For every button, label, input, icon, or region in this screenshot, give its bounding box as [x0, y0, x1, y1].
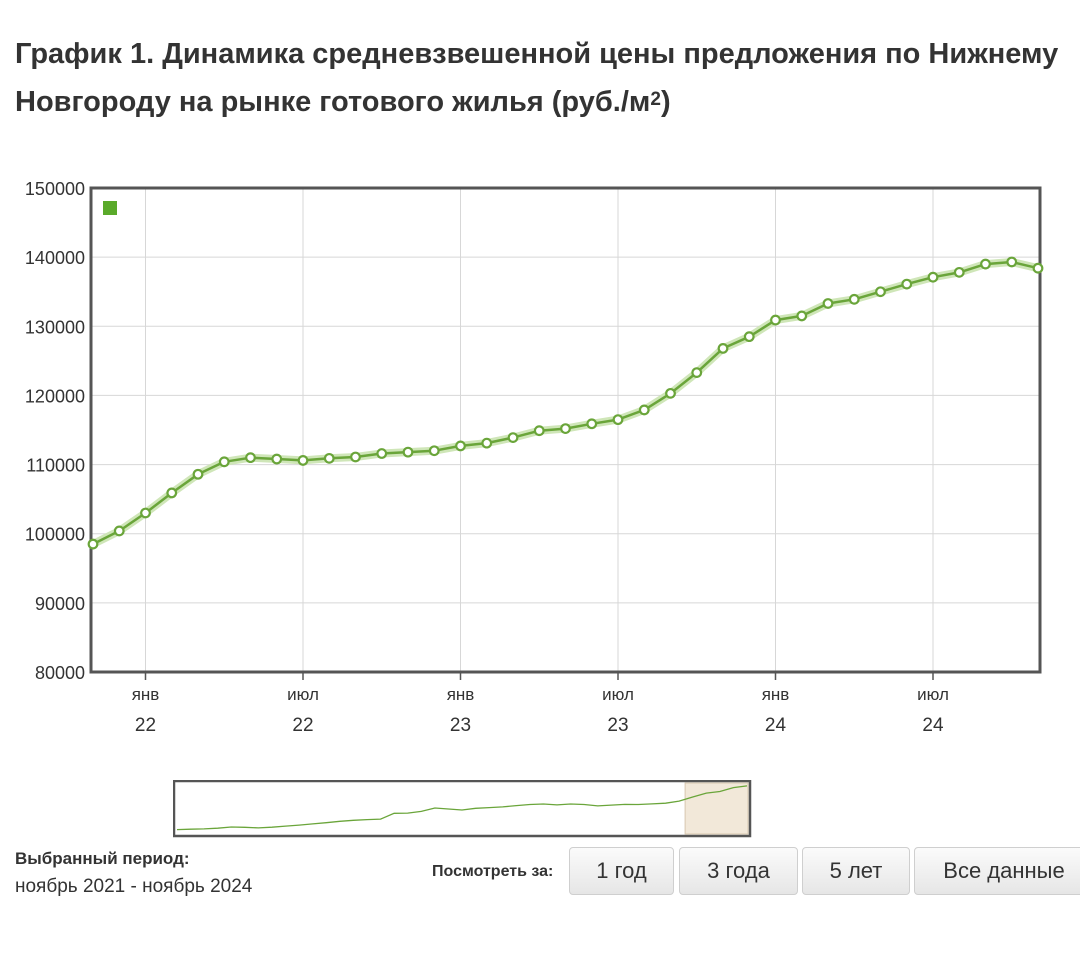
data-point[interactable]	[245, 452, 256, 464]
title-close-paren: )	[660, 86, 671, 118]
data-point[interactable]	[192, 468, 204, 480]
range-5-years-button[interactable]: 5 лет	[802, 847, 910, 895]
data-point[interactable]	[87, 538, 99, 550]
x-tick-month-label: июл	[917, 685, 949, 704]
data-point[interactable]	[638, 404, 650, 416]
data-point[interactable]	[350, 451, 361, 463]
x-tick-month-label: янв	[447, 685, 475, 704]
plot-frame	[89, 186, 1042, 674]
chart-title: График 1. Динамика средневзвешенной цены…	[15, 30, 1080, 126]
y-tick-label: 140000	[25, 248, 85, 268]
series-layer	[87, 256, 1044, 550]
data-point[interactable]	[927, 271, 939, 283]
y-tick-label: 90000	[35, 594, 85, 614]
title-line-2: Новгороду на рынке готового жилья (руб./…	[15, 86, 651, 118]
data-point[interactable]	[717, 343, 729, 354]
legend-swatch[interactable]	[103, 201, 117, 215]
data-point[interactable]	[796, 310, 808, 322]
data-point[interactable]	[218, 456, 230, 468]
data-point[interactable]	[455, 440, 466, 452]
navigator-selection[interactable]	[684, 782, 749, 835]
navigator-series-line	[176, 785, 748, 831]
title-line-1: График 1. Динамика средневзвешенной цены…	[15, 38, 1059, 70]
x-tick-month-label: янв	[762, 685, 790, 704]
y-tick-label: 100000	[25, 525, 85, 545]
x-tick-month-label: июл	[602, 685, 634, 704]
data-point[interactable]	[586, 418, 598, 430]
data-point[interactable]	[481, 437, 493, 449]
price-line-chart[interactable]: 150000 140000 130000 120000 110000 100000 9000…	[0, 170, 1080, 750]
x-tick-month-label: янв	[132, 685, 160, 704]
data-point[interactable]	[271, 453, 283, 465]
selected-period-value: ноябрь 2021 - ноябрь 2024	[15, 876, 253, 897]
data-point[interactable]	[901, 278, 913, 290]
range-all-data-button[interactable]: Все данные	[914, 847, 1080, 895]
data-point[interactable]	[533, 425, 545, 437]
data-point[interactable]	[1032, 262, 1044, 274]
data-point[interactable]	[140, 507, 151, 519]
data-point[interactable]	[113, 525, 125, 537]
x-tick-year-label: 24	[765, 715, 787, 736]
data-point[interactable]	[665, 387, 676, 399]
data-point[interactable]	[166, 487, 178, 499]
y-tick-label: 110000	[26, 456, 85, 476]
x-tick-year-label: 22	[292, 715, 313, 736]
x-tick-year-label: 23	[450, 715, 471, 736]
data-point[interactable]	[507, 432, 519, 444]
grid-lines	[91, 188, 1040, 672]
view-for-label: Посмотреть за:	[432, 863, 554, 880]
y-tick-label: 80000	[35, 663, 85, 683]
data-point[interactable]	[428, 445, 440, 457]
y-tick-label: 150000	[25, 179, 85, 199]
x-tick-month-label: июл	[287, 685, 319, 704]
x-tick-year-label: 22	[135, 715, 156, 736]
range-navigator[interactable]	[173, 780, 753, 840]
range-1-year-button[interactable]: 1 год	[569, 847, 674, 895]
x-tick-year-label: 24	[922, 715, 944, 736]
range-3-years-button[interactable]: 3 года	[679, 847, 798, 895]
y-axis: 150000 140000 130000 120000 110000 100000 9000…	[25, 179, 85, 683]
data-point[interactable]	[822, 298, 834, 309]
data-point[interactable]	[691, 367, 703, 379]
data-point[interactable]	[1006, 256, 1018, 268]
data-point[interactable]	[953, 266, 965, 278]
data-point[interactable]	[875, 286, 886, 298]
data-point[interactable]	[560, 423, 571, 435]
series-line	[92, 260, 1039, 546]
data-point[interactable]	[323, 452, 335, 464]
data-point[interactable]	[980, 258, 991, 270]
data-point[interactable]	[376, 448, 388, 459]
data-point[interactable]	[612, 414, 624, 426]
series-line-halo	[91, 258, 1039, 548]
y-tick-label: 130000	[25, 317, 85, 337]
selected-period-label: Выбранный период:	[15, 849, 190, 868]
data-point[interactable]	[297, 455, 309, 466]
x-tick-year-label: 23	[607, 715, 628, 736]
title-superscript: 2	[650, 89, 661, 110]
x-axis: янв 22 июл 22 янв 23 июл 23 янв 24 июл 24	[132, 672, 949, 736]
data-point[interactable]	[848, 293, 860, 305]
data-point[interactable]	[743, 331, 755, 343]
data-point[interactable]	[770, 314, 781, 326]
y-tick-label: 120000	[25, 386, 85, 406]
data-point[interactable]	[402, 446, 414, 458]
